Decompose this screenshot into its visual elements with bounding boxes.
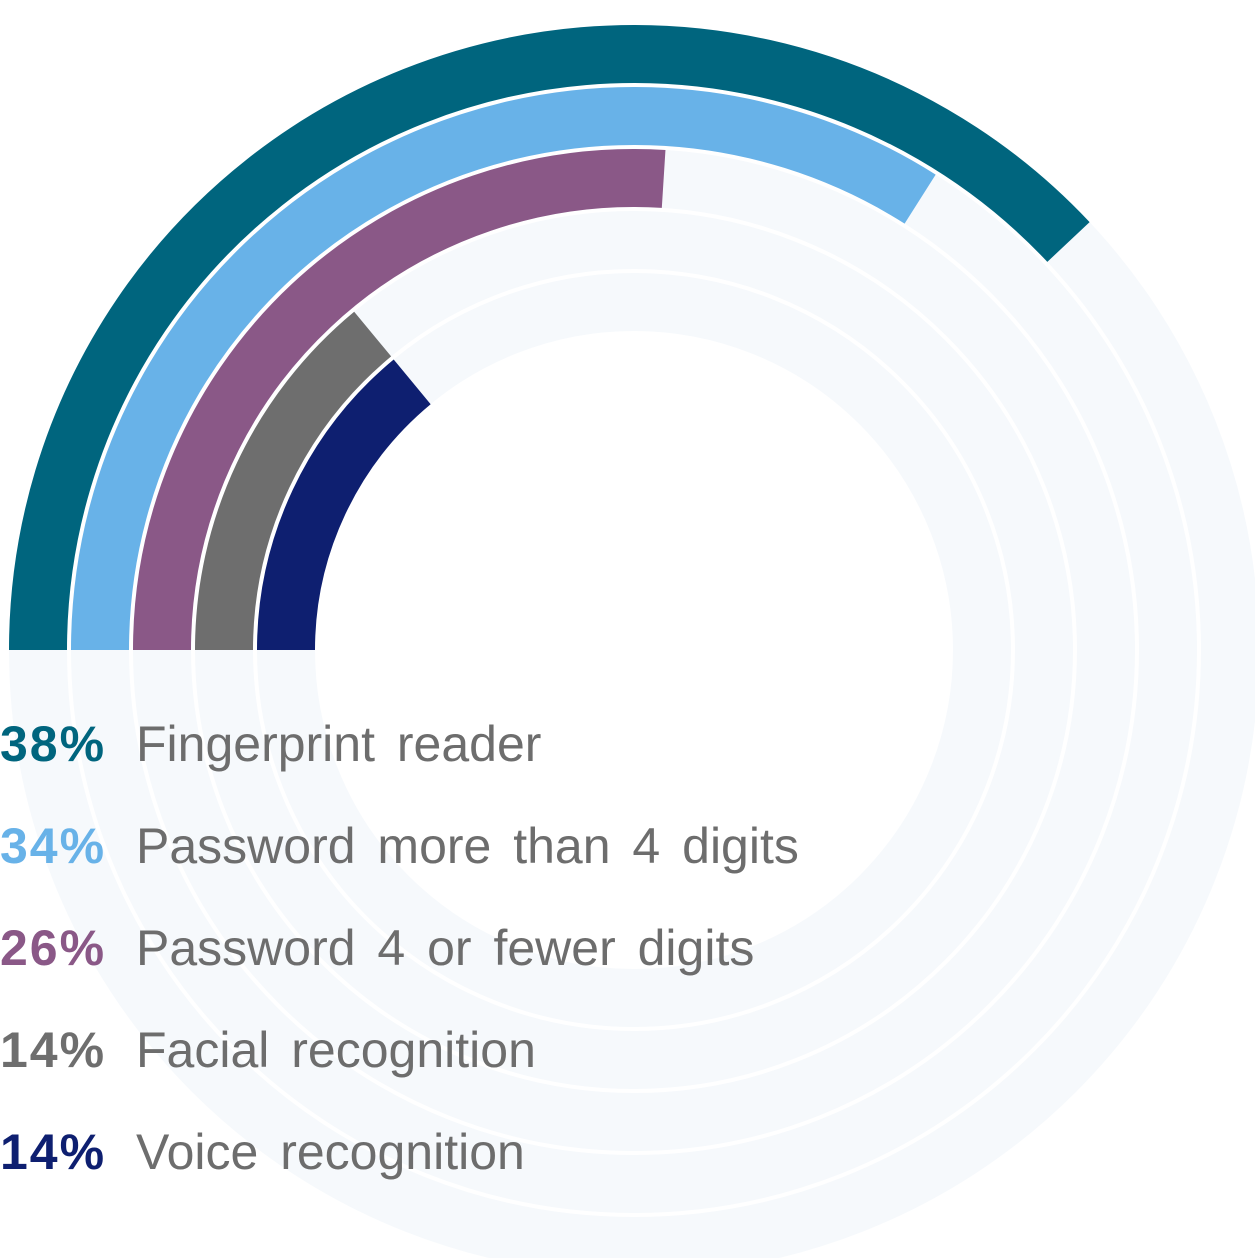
category-label: Password 4 or fewer digits (136, 920, 754, 976)
radial-bar (257, 359, 431, 651)
radial-bar (133, 149, 666, 651)
radial-bar (195, 311, 392, 651)
radial-bar (9, 24, 1090, 651)
radial-bar (71, 87, 936, 651)
value-label: 14% (0, 1022, 106, 1078)
value-label: 14% (0, 1124, 106, 1180)
value-label: 34% (0, 818, 106, 874)
category-label: Password more than 4 digits (136, 818, 799, 874)
category-label: Fingerprint reader (136, 716, 541, 772)
category-label: Facial recognition (136, 1022, 536, 1078)
value-label: 38% (0, 716, 106, 772)
value-label: 26% (0, 920, 106, 976)
category-label: Voice recognition (136, 1124, 525, 1180)
